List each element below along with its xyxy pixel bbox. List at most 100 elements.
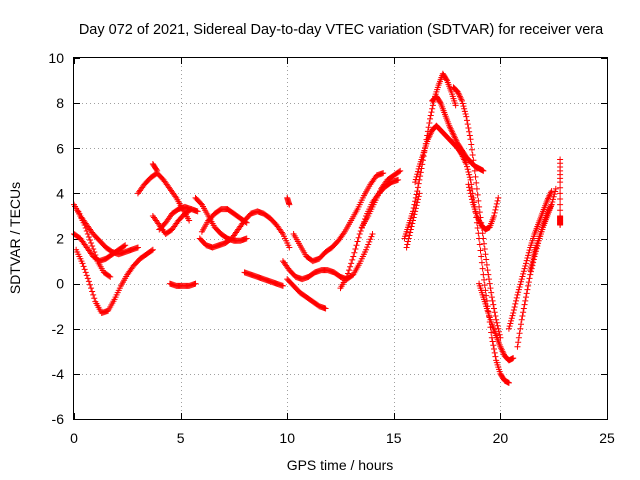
data-point	[405, 235, 412, 242]
y-tick-label: 2	[56, 231, 64, 247]
data-markers	[71, 70, 564, 386]
data-point	[404, 241, 411, 248]
data-point	[516, 284, 523, 291]
data-point	[397, 167, 404, 174]
data-point	[476, 241, 483, 248]
data-point	[519, 273, 526, 280]
data-point	[485, 271, 492, 278]
data-point	[491, 209, 498, 216]
data-point	[508, 315, 515, 322]
data-point	[192, 280, 199, 287]
series-sat-i	[166, 280, 199, 289]
data-point	[322, 305, 329, 312]
data-point	[471, 162, 478, 169]
data-point	[522, 294, 529, 301]
data-point	[149, 246, 156, 253]
data-point	[90, 291, 97, 298]
y-tick-label: -6	[52, 411, 65, 427]
y-tick-label: -2	[52, 321, 65, 337]
series-sat-o	[284, 276, 329, 312]
data-point	[505, 325, 512, 332]
data-point	[522, 260, 529, 267]
data-point	[480, 167, 487, 174]
data-point	[507, 320, 514, 327]
data-point	[380, 170, 387, 177]
data-point	[463, 117, 470, 124]
series-sat-x	[465, 181, 502, 233]
data-point	[480, 235, 487, 242]
y-tick-label: 8	[56, 95, 64, 111]
data-point	[527, 264, 534, 271]
data-point	[483, 256, 490, 263]
data-point	[369, 230, 376, 237]
data-point	[411, 211, 418, 218]
data-point	[468, 146, 475, 153]
data-point	[493, 203, 500, 210]
data-point	[521, 301, 528, 308]
data-point	[487, 285, 494, 292]
data-point	[344, 270, 351, 277]
data-point	[355, 234, 362, 241]
data-point	[471, 167, 478, 174]
data-point	[412, 176, 419, 183]
data-point	[89, 243, 96, 250]
data-point	[527, 267, 534, 274]
data-point	[522, 262, 529, 269]
data-point	[476, 209, 483, 216]
data-point	[530, 252, 537, 259]
y-tick-label: -4	[52, 366, 65, 382]
data-point	[526, 275, 533, 282]
data-point	[436, 98, 443, 105]
data-point	[134, 244, 141, 251]
data-point	[550, 193, 557, 200]
data-point	[356, 230, 363, 237]
data-point	[464, 166, 471, 173]
data-point	[468, 193, 475, 200]
series-sat-s	[358, 167, 404, 231]
data-point	[395, 176, 402, 183]
data-point	[354, 238, 361, 245]
data-point	[81, 221, 88, 228]
data-point	[412, 208, 419, 215]
data-point	[428, 109, 435, 116]
data-point	[407, 226, 414, 233]
data-point	[463, 163, 470, 170]
y-tick-label: 0	[56, 276, 64, 292]
data-point	[364, 244, 371, 251]
data-point	[481, 282, 488, 289]
data-point	[367, 236, 374, 243]
data-point	[363, 246, 370, 253]
data-point	[523, 257, 530, 264]
data-point	[443, 76, 450, 83]
data-point	[85, 278, 92, 285]
data-point	[89, 288, 96, 295]
data-point	[107, 273, 114, 280]
data-point	[467, 136, 474, 143]
data-point	[481, 276, 488, 283]
data-point	[472, 173, 479, 180]
data-point	[346, 267, 353, 274]
axis-tick-labels: 0 5 10 15 20 25 -6 -4 -2 0 2 4 6 8 10	[48, 50, 615, 446]
x-tick-label: 10	[279, 430, 295, 446]
data-point	[491, 349, 498, 356]
x-axis-title: GPS time / hours	[287, 457, 394, 473]
data-point	[93, 255, 100, 262]
data-point	[557, 221, 564, 228]
data-point	[479, 230, 486, 237]
data-point	[523, 290, 530, 297]
data-point	[92, 252, 99, 259]
data-point	[492, 312, 499, 319]
data-point	[520, 270, 527, 277]
data-point	[522, 297, 529, 304]
data-point	[511, 303, 518, 310]
data-point	[351, 249, 358, 256]
data-point	[242, 218, 249, 225]
data-point	[552, 188, 559, 195]
data-point	[469, 152, 476, 159]
data-point	[462, 111, 469, 118]
data-point	[79, 260, 86, 267]
data-point	[409, 217, 416, 224]
data-point	[153, 166, 160, 173]
data-point	[86, 281, 93, 288]
